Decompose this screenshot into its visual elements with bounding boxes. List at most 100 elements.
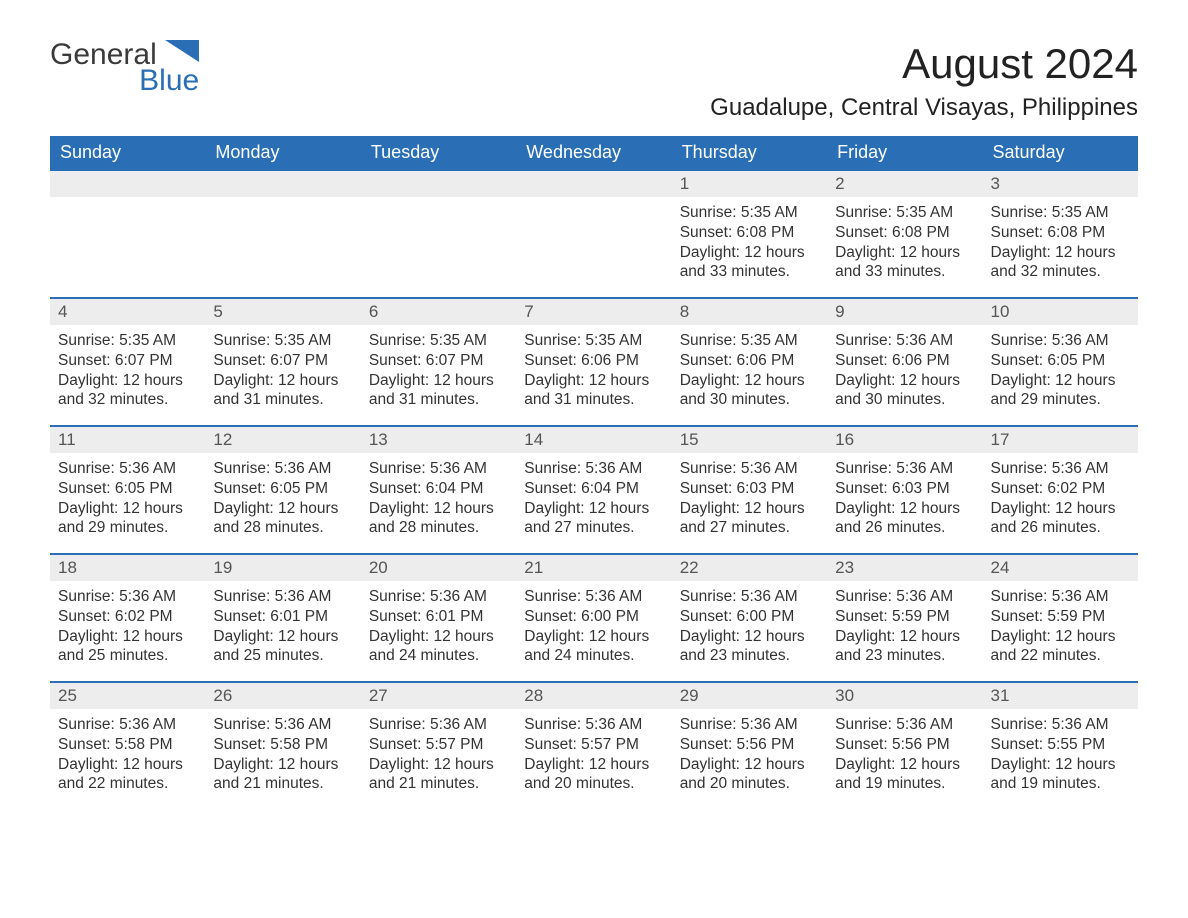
daylight-text-2: and 22 minutes.	[991, 646, 1130, 666]
sunset-text: Sunset: 6:02 PM	[58, 607, 197, 627]
sunset-text: Sunset: 6:05 PM	[991, 351, 1130, 371]
daylight-text: Daylight: 12 hours	[991, 243, 1130, 263]
day-body: Sunrise: 5:36 AMSunset: 5:57 PMDaylight:…	[361, 709, 516, 802]
day-number: 14	[516, 425, 671, 453]
day-body: Sunrise: 5:36 AMSunset: 6:01 PMDaylight:…	[205, 581, 360, 674]
calendar-day-cell: 28Sunrise: 5:36 AMSunset: 5:57 PMDayligh…	[516, 681, 671, 809]
day-body-empty	[516, 197, 671, 211]
daylight-text: Daylight: 12 hours	[680, 755, 819, 775]
calendar-day-cell: 15Sunrise: 5:36 AMSunset: 6:03 PMDayligh…	[672, 425, 827, 553]
daylight-text-2: and 29 minutes.	[58, 518, 197, 538]
day-number: 3	[983, 169, 1138, 197]
daylight-text: Daylight: 12 hours	[213, 755, 352, 775]
day-number: 28	[516, 681, 671, 709]
sunset-text: Sunset: 6:00 PM	[680, 607, 819, 627]
daylight-text: Daylight: 12 hours	[58, 627, 197, 647]
day-body: Sunrise: 5:35 AMSunset: 6:06 PMDaylight:…	[516, 325, 671, 418]
day-number-empty: .	[205, 169, 360, 197]
sunrise-text: Sunrise: 5:36 AM	[991, 331, 1130, 351]
calendar-day-cell: 31Sunrise: 5:36 AMSunset: 5:55 PMDayligh…	[983, 681, 1138, 809]
calendar-day-cell: .	[516, 169, 671, 297]
daylight-text-2: and 23 minutes.	[835, 646, 974, 666]
calendar-day-cell: 9Sunrise: 5:36 AMSunset: 6:06 PMDaylight…	[827, 297, 982, 425]
day-number: 30	[827, 681, 982, 709]
sunrise-text: Sunrise: 5:36 AM	[213, 715, 352, 735]
calendar-day-cell: 5Sunrise: 5:35 AMSunset: 6:07 PMDaylight…	[205, 297, 360, 425]
day-body: Sunrise: 5:36 AMSunset: 5:59 PMDaylight:…	[983, 581, 1138, 674]
calendar-week-row: 25Sunrise: 5:36 AMSunset: 5:58 PMDayligh…	[50, 681, 1138, 809]
sunrise-text: Sunrise: 5:36 AM	[680, 587, 819, 607]
sunset-text: Sunset: 6:07 PM	[369, 351, 508, 371]
daylight-text: Daylight: 12 hours	[991, 755, 1130, 775]
daylight-text: Daylight: 12 hours	[524, 755, 663, 775]
daylight-text: Daylight: 12 hours	[213, 499, 352, 519]
day-number: 29	[672, 681, 827, 709]
daylight-text: Daylight: 12 hours	[680, 499, 819, 519]
daylight-text-2: and 28 minutes.	[369, 518, 508, 538]
day-number: 5	[205, 297, 360, 325]
daylight-text-2: and 30 minutes.	[835, 390, 974, 410]
sunset-text: Sunset: 5:55 PM	[991, 735, 1130, 755]
sunrise-text: Sunrise: 5:36 AM	[213, 459, 352, 479]
day-body: Sunrise: 5:36 AMSunset: 5:56 PMDaylight:…	[672, 709, 827, 802]
calendar-day-cell: 14Sunrise: 5:36 AMSunset: 6:04 PMDayligh…	[516, 425, 671, 553]
sunset-text: Sunset: 6:01 PM	[213, 607, 352, 627]
daylight-text-2: and 19 minutes.	[991, 774, 1130, 794]
daylight-text-2: and 29 minutes.	[991, 390, 1130, 410]
day-number: 25	[50, 681, 205, 709]
logo-triangle-icon	[165, 40, 199, 67]
calendar-day-cell: .	[205, 169, 360, 297]
day-body: Sunrise: 5:36 AMSunset: 5:58 PMDaylight:…	[50, 709, 205, 802]
daylight-text-2: and 23 minutes.	[680, 646, 819, 666]
day-number: 6	[361, 297, 516, 325]
day-number: 7	[516, 297, 671, 325]
sunrise-text: Sunrise: 5:35 AM	[680, 203, 819, 223]
day-number: 16	[827, 425, 982, 453]
daylight-text-2: and 26 minutes.	[991, 518, 1130, 538]
daylight-text-2: and 19 minutes.	[835, 774, 974, 794]
day-number: 24	[983, 553, 1138, 581]
calendar-day-cell: 18Sunrise: 5:36 AMSunset: 6:02 PMDayligh…	[50, 553, 205, 681]
day-number: 23	[827, 553, 982, 581]
day-body: Sunrise: 5:35 AMSunset: 6:07 PMDaylight:…	[205, 325, 360, 418]
day-header: Sunday	[50, 136, 205, 169]
daylight-text-2: and 31 minutes.	[213, 390, 352, 410]
sunrise-text: Sunrise: 5:35 AM	[835, 203, 974, 223]
daylight-text-2: and 24 minutes.	[369, 646, 508, 666]
day-number-empty: .	[516, 169, 671, 197]
day-body-empty	[361, 197, 516, 211]
sunrise-text: Sunrise: 5:35 AM	[213, 331, 352, 351]
daylight-text-2: and 25 minutes.	[213, 646, 352, 666]
sunset-text: Sunset: 6:03 PM	[680, 479, 819, 499]
sunrise-text: Sunrise: 5:36 AM	[991, 715, 1130, 735]
daylight-text-2: and 32 minutes.	[58, 390, 197, 410]
calendar-day-cell: 3Sunrise: 5:35 AMSunset: 6:08 PMDaylight…	[983, 169, 1138, 297]
daylight-text: Daylight: 12 hours	[835, 499, 974, 519]
daylight-text: Daylight: 12 hours	[369, 627, 508, 647]
day-number-empty: .	[361, 169, 516, 197]
logo: General Blue	[50, 40, 199, 96]
sunset-text: Sunset: 5:57 PM	[369, 735, 508, 755]
daylight-text: Daylight: 12 hours	[991, 371, 1130, 391]
sunset-text: Sunset: 6:06 PM	[680, 351, 819, 371]
daylight-text: Daylight: 12 hours	[58, 755, 197, 775]
calendar-day-cell: 1Sunrise: 5:35 AMSunset: 6:08 PMDaylight…	[672, 169, 827, 297]
daylight-text: Daylight: 12 hours	[835, 243, 974, 263]
daylight-text-2: and 20 minutes.	[680, 774, 819, 794]
daylight-text-2: and 22 minutes.	[58, 774, 197, 794]
daylight-text-2: and 28 minutes.	[213, 518, 352, 538]
sunset-text: Sunset: 6:02 PM	[991, 479, 1130, 499]
sunset-text: Sunset: 6:07 PM	[213, 351, 352, 371]
calendar-day-cell: 2Sunrise: 5:35 AMSunset: 6:08 PMDaylight…	[827, 169, 982, 297]
day-body: Sunrise: 5:36 AMSunset: 5:58 PMDaylight:…	[205, 709, 360, 802]
daylight-text: Daylight: 12 hours	[369, 755, 508, 775]
day-header: Thursday	[672, 136, 827, 169]
day-body: Sunrise: 5:35 AMSunset: 6:07 PMDaylight:…	[361, 325, 516, 418]
sunset-text: Sunset: 6:01 PM	[369, 607, 508, 627]
day-number: 11	[50, 425, 205, 453]
calendar-day-cell: 30Sunrise: 5:36 AMSunset: 5:56 PMDayligh…	[827, 681, 982, 809]
calendar-day-cell: 22Sunrise: 5:36 AMSunset: 6:00 PMDayligh…	[672, 553, 827, 681]
calendar-day-cell: 17Sunrise: 5:36 AMSunset: 6:02 PMDayligh…	[983, 425, 1138, 553]
daylight-text-2: and 27 minutes.	[524, 518, 663, 538]
daylight-text-2: and 25 minutes.	[58, 646, 197, 666]
